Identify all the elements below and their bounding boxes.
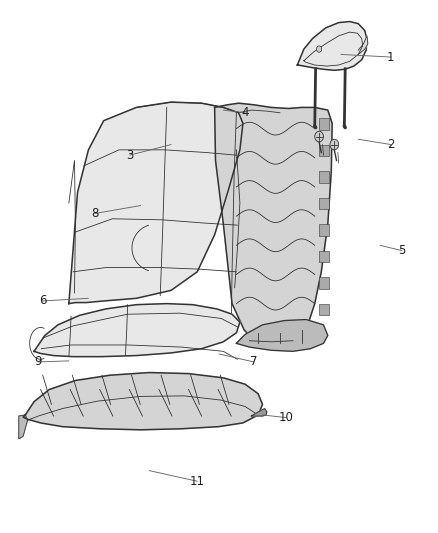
Polygon shape: [251, 409, 267, 416]
Bar: [319, 198, 328, 209]
Circle shape: [315, 131, 323, 142]
Bar: [319, 224, 328, 236]
Text: 3: 3: [126, 149, 134, 161]
Text: 5: 5: [398, 244, 406, 257]
Polygon shape: [237, 319, 328, 351]
Polygon shape: [34, 304, 240, 357]
Text: 11: 11: [190, 475, 205, 488]
Bar: [319, 277, 328, 289]
Polygon shape: [358, 36, 368, 54]
Bar: [319, 118, 328, 130]
Text: 8: 8: [91, 207, 99, 220]
Text: 4: 4: [241, 106, 249, 119]
Text: 9: 9: [35, 356, 42, 368]
Polygon shape: [297, 21, 367, 70]
Polygon shape: [69, 102, 243, 304]
Text: 1: 1: [387, 51, 395, 63]
Polygon shape: [215, 103, 332, 349]
Polygon shape: [23, 373, 262, 430]
Bar: [319, 144, 328, 156]
Bar: [319, 251, 328, 262]
Polygon shape: [19, 415, 28, 439]
Text: 7: 7: [250, 356, 258, 368]
Text: 10: 10: [279, 411, 294, 424]
Bar: [319, 304, 328, 316]
Text: 6: 6: [39, 294, 46, 308]
Circle shape: [330, 139, 339, 150]
Circle shape: [317, 46, 322, 52]
Text: 2: 2: [387, 138, 395, 151]
Bar: [319, 171, 328, 183]
